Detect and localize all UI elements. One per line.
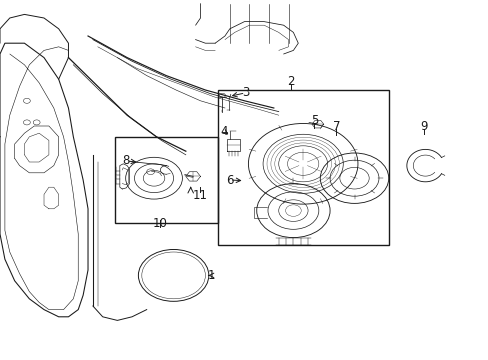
Text: 6: 6 — [225, 174, 233, 186]
Text: 8: 8 — [122, 154, 130, 167]
Text: 2: 2 — [286, 75, 294, 87]
Text: 3: 3 — [241, 86, 249, 99]
Bar — [115, 137, 217, 223]
Text: 9: 9 — [420, 120, 427, 132]
Text: 1: 1 — [207, 269, 215, 282]
Text: 11: 11 — [193, 189, 207, 202]
Text: 10: 10 — [153, 217, 167, 230]
Bar — [217, 90, 388, 245]
Text: 7: 7 — [332, 120, 340, 133]
Text: 5: 5 — [310, 114, 318, 127]
Text: 4: 4 — [220, 125, 227, 138]
